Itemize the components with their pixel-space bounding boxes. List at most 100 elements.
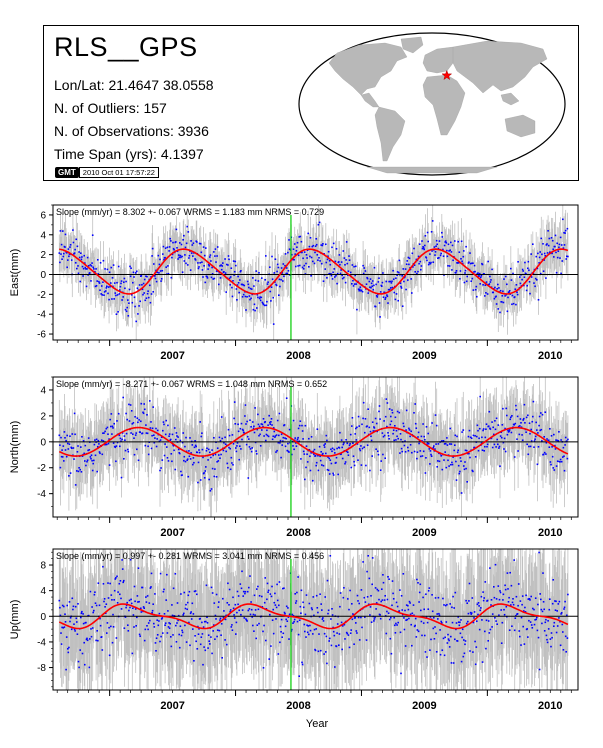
data-point [210,488,213,490]
data-point [395,293,398,295]
data-point [354,274,356,277]
data-point [344,461,347,463]
data-point [146,292,149,295]
data-point [241,296,244,298]
data-point [143,292,145,294]
data-point [514,288,517,290]
data-point [412,266,414,268]
data-point [339,263,341,266]
data-point [246,435,249,438]
data-point [321,464,323,466]
data-point [259,299,262,302]
data-point [175,432,178,434]
data-point [201,633,204,635]
data-point [291,453,293,456]
outliers-label: N. of Outliers: 157 [54,100,167,116]
data-point [468,452,470,455]
data-point [116,602,119,604]
data-point [526,443,528,446]
data-point [62,627,65,629]
data-point [177,619,179,622]
data-point [209,254,212,256]
data-point [392,429,395,431]
data-point [441,440,443,442]
data-point [451,461,453,464]
data-point [106,443,108,446]
data-point [341,446,343,449]
data-point [189,644,191,647]
data-point [560,439,562,441]
data-point [292,248,295,250]
data-point [200,636,203,638]
data-point [102,440,105,442]
data-point [250,426,252,428]
data-point [397,299,399,302]
data-point [155,269,157,272]
data-point [189,437,191,439]
timespan-label: Time Span (yrs): 4.1397 [54,146,204,162]
data-point [429,262,432,265]
data-point [252,277,254,279]
data-point [246,420,248,423]
data-point [311,245,313,248]
data-point [522,419,524,421]
data-point [276,270,278,273]
data-point [485,292,487,294]
observations-label: N. of Observations: 3936 [54,123,209,139]
data-point [546,438,548,440]
data-point [328,272,330,275]
data-point [204,470,207,472]
data-point [488,283,491,285]
data-point [378,277,380,279]
data-point [147,453,150,456]
data-point [259,296,261,298]
data-point [130,294,133,296]
data-point [375,422,378,425]
data-point [261,429,263,431]
data-point [535,421,537,424]
data-point [91,469,94,472]
up-plot-area [53,549,578,690]
data-point [495,303,498,305]
lonlat-label: Lon/Lat: 21.4647 38.0558 [54,77,214,93]
data-point [515,303,517,306]
data-point [488,410,491,413]
data-point [519,282,522,285]
data-point [379,418,381,420]
data-point [265,433,268,436]
data-point [271,255,273,258]
data-point [272,323,275,325]
data-point [162,590,165,593]
data-point [362,417,364,420]
se-asia [500,92,520,106]
data-point [130,267,132,269]
data-point [74,433,76,436]
data-point [236,445,238,447]
data-point [177,436,179,438]
data-point [525,431,527,433]
data-point [149,284,151,287]
data-point [217,606,220,608]
data-point [396,274,398,276]
data-point [526,284,528,287]
data-point [320,451,322,453]
data-point [82,267,85,270]
data-point [262,418,265,420]
data-point [451,269,453,271]
data-point [101,294,104,296]
data-point [485,428,487,430]
data-point [272,427,275,429]
data-point [117,412,120,415]
data-point [177,448,180,451]
data-point [407,279,409,281]
data-point [418,442,420,445]
data-point [401,450,403,453]
data-point [211,592,214,594]
data-point [108,626,110,629]
data-point [185,262,187,265]
data-point [231,434,234,436]
data-point [256,453,258,455]
data-point [93,443,96,446]
data-point [252,421,254,423]
data-point [309,455,311,458]
